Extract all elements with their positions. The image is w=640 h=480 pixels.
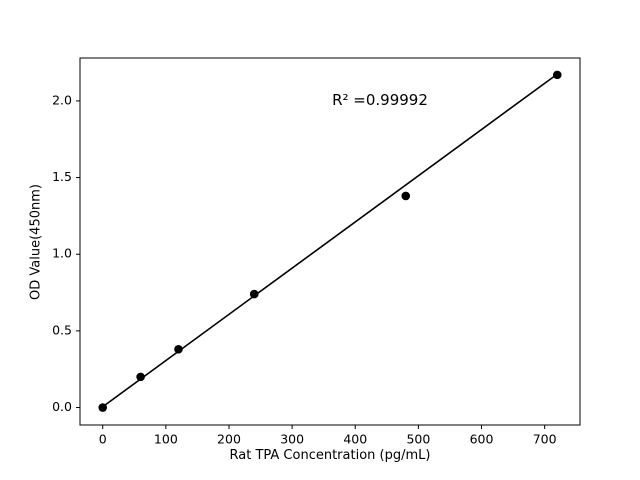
- data-point: [249, 289, 259, 299]
- x-tick-label: 200: [217, 432, 241, 447]
- y-tick-label: 1.5: [52, 169, 72, 184]
- x-tick-label: 300: [280, 432, 304, 447]
- data-point: [136, 372, 145, 382]
- y-tick-label: 2.0: [52, 92, 72, 107]
- x-tick-label: 0: [99, 432, 107, 447]
- data-point: [174, 344, 183, 354]
- r-squared-annotation: R² =0.99992: [332, 91, 428, 109]
- y-axis-label: OD Value(450nm): [28, 184, 44, 300]
- y-tick-label: 1.0: [52, 246, 72, 261]
- y-tick-label: 0.0: [52, 399, 72, 414]
- x-tick-label: 500: [406, 432, 430, 447]
- data-point: [401, 191, 411, 201]
- x-tick-label: 700: [533, 432, 557, 447]
- x-axis-label: Rat TPA Concentration (pg/mL): [229, 448, 431, 463]
- x-tick-label: 100: [154, 432, 178, 447]
- fit-line: [102, 73, 558, 408]
- plot-border: [79, 57, 581, 426]
- data-point: [552, 70, 562, 80]
- x-tick-label: 600: [470, 432, 494, 447]
- x-tick-label: 400: [343, 432, 367, 447]
- y-tick-label: 0.5: [52, 322, 72, 337]
- data-point: [98, 403, 108, 412]
